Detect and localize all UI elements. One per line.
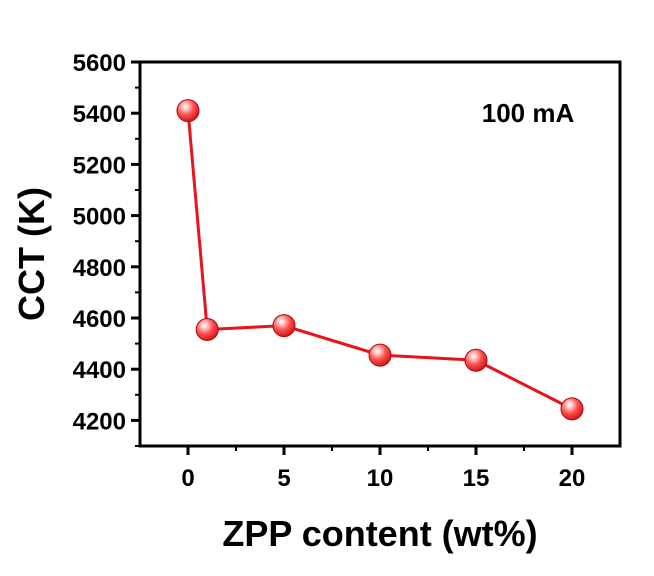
data-point [368, 343, 392, 367]
series-line [186, 110, 573, 411]
y-tick-label: 5600 [73, 50, 126, 77]
y-tick-label: 4400 [73, 357, 126, 384]
x-tick-label: 5 [277, 465, 290, 492]
annotation-current: 100 mA [482, 98, 575, 128]
line-layer [186, 110, 573, 411]
y-tick-label: 4600 [73, 306, 126, 333]
y-tick-label: 5400 [73, 101, 126, 128]
y-tick-label: 5200 [73, 152, 126, 179]
y-tick-label: 4800 [73, 255, 126, 282]
x-tick-label: 10 [367, 465, 394, 492]
points-layer [176, 99, 584, 421]
x-tick-label: 0 [181, 465, 194, 492]
data-point [195, 318, 219, 342]
data-point [560, 397, 584, 421]
x-tick-label: 15 [463, 465, 490, 492]
plot-frame [138, 60, 622, 448]
y-tick-label: 4200 [73, 408, 126, 435]
data-point [464, 348, 488, 372]
data-point [272, 314, 296, 338]
data-point [176, 99, 200, 123]
x-tick-label: 20 [559, 465, 586, 492]
y-axis-title: CCT (K) [11, 187, 52, 321]
ticks-layer: 4200 4400 4600 4800 5000 5200 5400 5600 0 5 10 15 20 [73, 50, 586, 492]
x-axis-title: ZPP content (wt%) [222, 513, 537, 554]
y-tick-label: 5000 [73, 204, 126, 231]
